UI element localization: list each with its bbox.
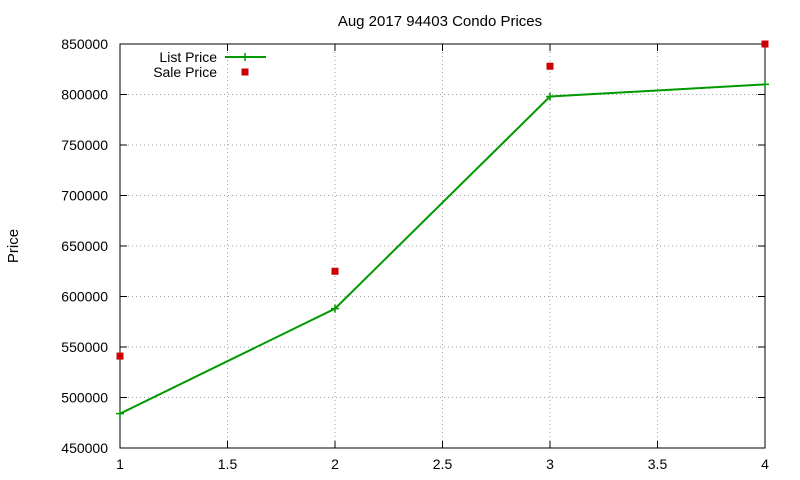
y-tick-label: 700000 xyxy=(61,188,108,204)
y-tick-label: 850000 xyxy=(61,36,108,52)
y-tick-label: 650000 xyxy=(61,238,108,254)
y-axis-label: Price xyxy=(5,229,22,263)
legend-label-sale-price: Sale Price xyxy=(153,64,217,80)
y-tick-label: 800000 xyxy=(61,87,108,103)
sale-price-point xyxy=(331,267,339,275)
sale-price-point xyxy=(116,352,124,360)
list-price-point xyxy=(331,304,339,313)
x-tick-label: 3 xyxy=(546,456,554,472)
x-tick-label: 1 xyxy=(116,456,124,472)
list-price-point xyxy=(546,92,554,101)
series-layer xyxy=(116,40,769,418)
list-price-line xyxy=(119,83,766,415)
legend-marker-sale-price xyxy=(241,68,249,76)
y-tick-label: 550000 xyxy=(61,339,108,355)
y-tick-label: 450000 xyxy=(61,440,108,456)
legend-marker-list-price xyxy=(241,53,249,61)
y-tick-label: 500000 xyxy=(61,390,108,406)
y-tick-label: 750000 xyxy=(61,137,108,153)
x-tick-label: 2 xyxy=(331,456,339,472)
chart-title: Aug 2017 94403 Condo Prices xyxy=(338,13,542,30)
sale-price-point xyxy=(546,62,554,70)
list-price-point xyxy=(761,80,769,89)
axes: 450000 500000 550000 600000 650000 700000 7500… xyxy=(61,36,769,472)
legend-label-list-price: List Price xyxy=(159,49,217,65)
sale-price-point xyxy=(761,40,769,48)
x-tick-label: 2.5 xyxy=(433,456,453,472)
grid-lines xyxy=(120,44,765,448)
x-tick-label: 1.5 xyxy=(218,456,238,472)
y-tick-label: 600000 xyxy=(61,289,108,305)
x-tick-label: 3.5 xyxy=(648,456,668,472)
x-tick-label: 4 xyxy=(761,456,769,472)
list-price-point xyxy=(116,409,124,418)
